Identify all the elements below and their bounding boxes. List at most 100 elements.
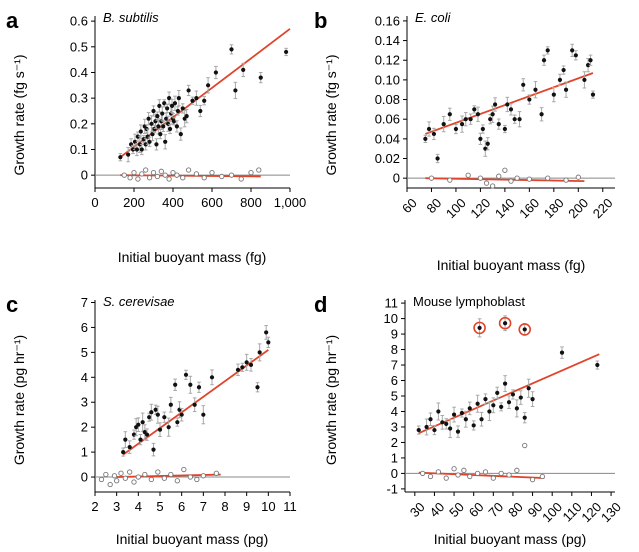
control-point [256,167,262,173]
growth-point [423,136,428,141]
growth-point [455,429,461,434]
x-tick-label: 3 [113,499,120,514]
growth-point [167,96,172,101]
control-point [154,173,161,180]
y-tick-label: 0.04 [375,131,400,146]
growth-point [436,409,441,414]
growth-point [143,142,148,147]
y-axis-label: Growth rate (pg hr⁻¹) [11,335,27,465]
control-point [131,169,137,176]
y-tick-label: 0 [81,470,88,485]
control-point [201,175,207,181]
control-point [121,172,127,178]
control-point [483,180,490,186]
x-tick-label: 9 [243,499,250,514]
y-tick-label: 2 [81,420,88,435]
growth-point [551,92,556,97]
control-point [489,183,496,189]
control-point [111,473,118,479]
x-axis-label: Initial buoyant mass (pg) [116,531,269,547]
growth-point [175,420,180,425]
x-tick-label: 80 [505,499,526,520]
growth-point [595,362,600,368]
control-point [451,466,457,472]
control-point [467,473,473,480]
y-tick-label: 9 [391,327,398,342]
y-tick-label: 0 [81,168,88,183]
outlier-point [522,327,527,332]
growth-point [153,407,158,412]
growth-point [255,385,260,390]
y-tick-label: 4 [391,404,398,419]
panel-a-chart: 0 0.1 0.2 0.3 0.4 0.5 0.6 0 200 400 600 800 1,000 a B.… [6,8,306,265]
growth-point [137,142,142,147]
control-point [514,175,520,181]
x-axis-label: Initial buoyant mass (pg) [434,531,587,547]
growth-point [147,415,152,420]
x-tick-label: 6 [178,499,185,514]
outlier-ring [498,316,512,330]
control-point [465,172,471,178]
growth-point [468,117,473,122]
growth-point [561,67,566,73]
panel-b-chart: 0 0.02 0.04 0.06 0.08 0.10 0.12 0.14 0.16 60 80100… [314,8,616,273]
control-point [498,470,504,477]
control-point [508,178,514,184]
panel-title: B. subtilis [103,10,159,25]
growth-point [201,412,206,417]
growth-point [510,392,516,397]
growth-point [149,121,154,126]
growth-point [167,126,173,132]
control-point [148,476,154,483]
control-point [575,174,581,180]
growth-point [424,424,429,430]
growth-point [192,402,197,407]
control-point [168,471,174,478]
growth-point [502,381,508,386]
control-point [193,171,200,177]
growth-point [145,134,150,139]
growth-point [151,447,156,452]
growth-point [160,111,165,116]
growth-point [257,350,262,355]
control-point [228,172,235,178]
control-point [502,167,508,173]
growth-point [432,427,437,433]
control-point [181,466,187,473]
x-tick-label: 60 [399,195,420,216]
control-point [435,469,442,475]
growth-point [213,70,218,75]
x-tick-label: 2 [91,499,98,514]
growth-point [157,427,163,432]
control-point [185,167,192,173]
growth-point [563,87,569,92]
growth-point [447,112,452,117]
y-tick-label: 3 [391,419,398,434]
control-point [443,475,449,481]
panel-title: S. cerevisae [103,294,175,309]
x-tick-label: 200 [123,195,145,210]
x-tick-label: 11 [283,499,297,514]
x-tick-label: 4 [135,499,142,514]
y-tick-label: 8 [391,342,398,357]
growth-point [444,421,449,426]
y-tick-label: 0 [391,466,398,481]
growth-point [235,367,241,372]
control-point [248,169,254,176]
control-point [420,470,426,477]
growth-point [172,101,178,106]
control-point [545,175,551,181]
growth-point [512,117,517,122]
control-point [563,177,569,183]
growth-point [526,386,531,391]
x-tick-label: 10 [261,499,275,514]
outlier-ring [518,323,532,336]
control-point [150,169,157,176]
growth-point [541,58,547,63]
growth-point [559,350,565,355]
growth-point [483,396,488,402]
x-tick-label: 130 [598,499,624,525]
x-tick-label: 50 [446,499,467,520]
growth-point [186,88,191,93]
